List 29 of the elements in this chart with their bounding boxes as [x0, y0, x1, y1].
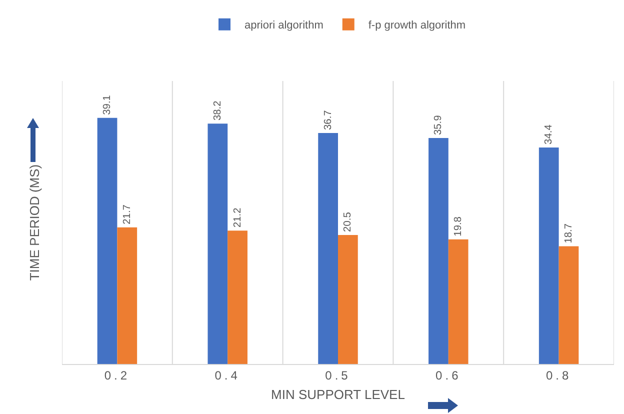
data-label: 21.2: [232, 207, 244, 228]
legend-label: apriori algorithm: [244, 20, 324, 32]
bar: [448, 239, 468, 364]
y-axis-title: TIME PERIOD (MS): [26, 164, 42, 281]
data-label: 18.7: [564, 223, 575, 244]
data-label: 34.4: [544, 124, 555, 144]
x-tick-label: 0.6: [436, 368, 462, 382]
data-label: 20.5: [342, 212, 354, 232]
bar: [208, 124, 228, 364]
x-tick-label: 0.8: [546, 368, 572, 382]
x-tick-label: 0.2: [104, 368, 130, 382]
bar: [117, 227, 138, 364]
bar: [558, 246, 579, 364]
legend-label: f-p growth algorithm: [368, 20, 466, 32]
x-tick-label: 0.5: [325, 368, 351, 382]
bar: [228, 230, 248, 364]
bar: [538, 147, 559, 364]
data-label: 35.9: [433, 114, 444, 136]
data-label: 36.7: [322, 110, 334, 130]
data-label: 21.7: [122, 204, 133, 224]
bar: [338, 234, 358, 364]
data-label: 39.1: [102, 94, 114, 115]
bar: [97, 118, 118, 364]
data-label: 19.8: [453, 216, 464, 236]
bar: [428, 138, 448, 364]
x-tick-label: 0.4: [214, 368, 240, 382]
bar: [318, 133, 338, 364]
x-axis-title: MIN SUPPORT LEVEL: [271, 387, 405, 402]
data-label: 38.2: [212, 100, 224, 121]
